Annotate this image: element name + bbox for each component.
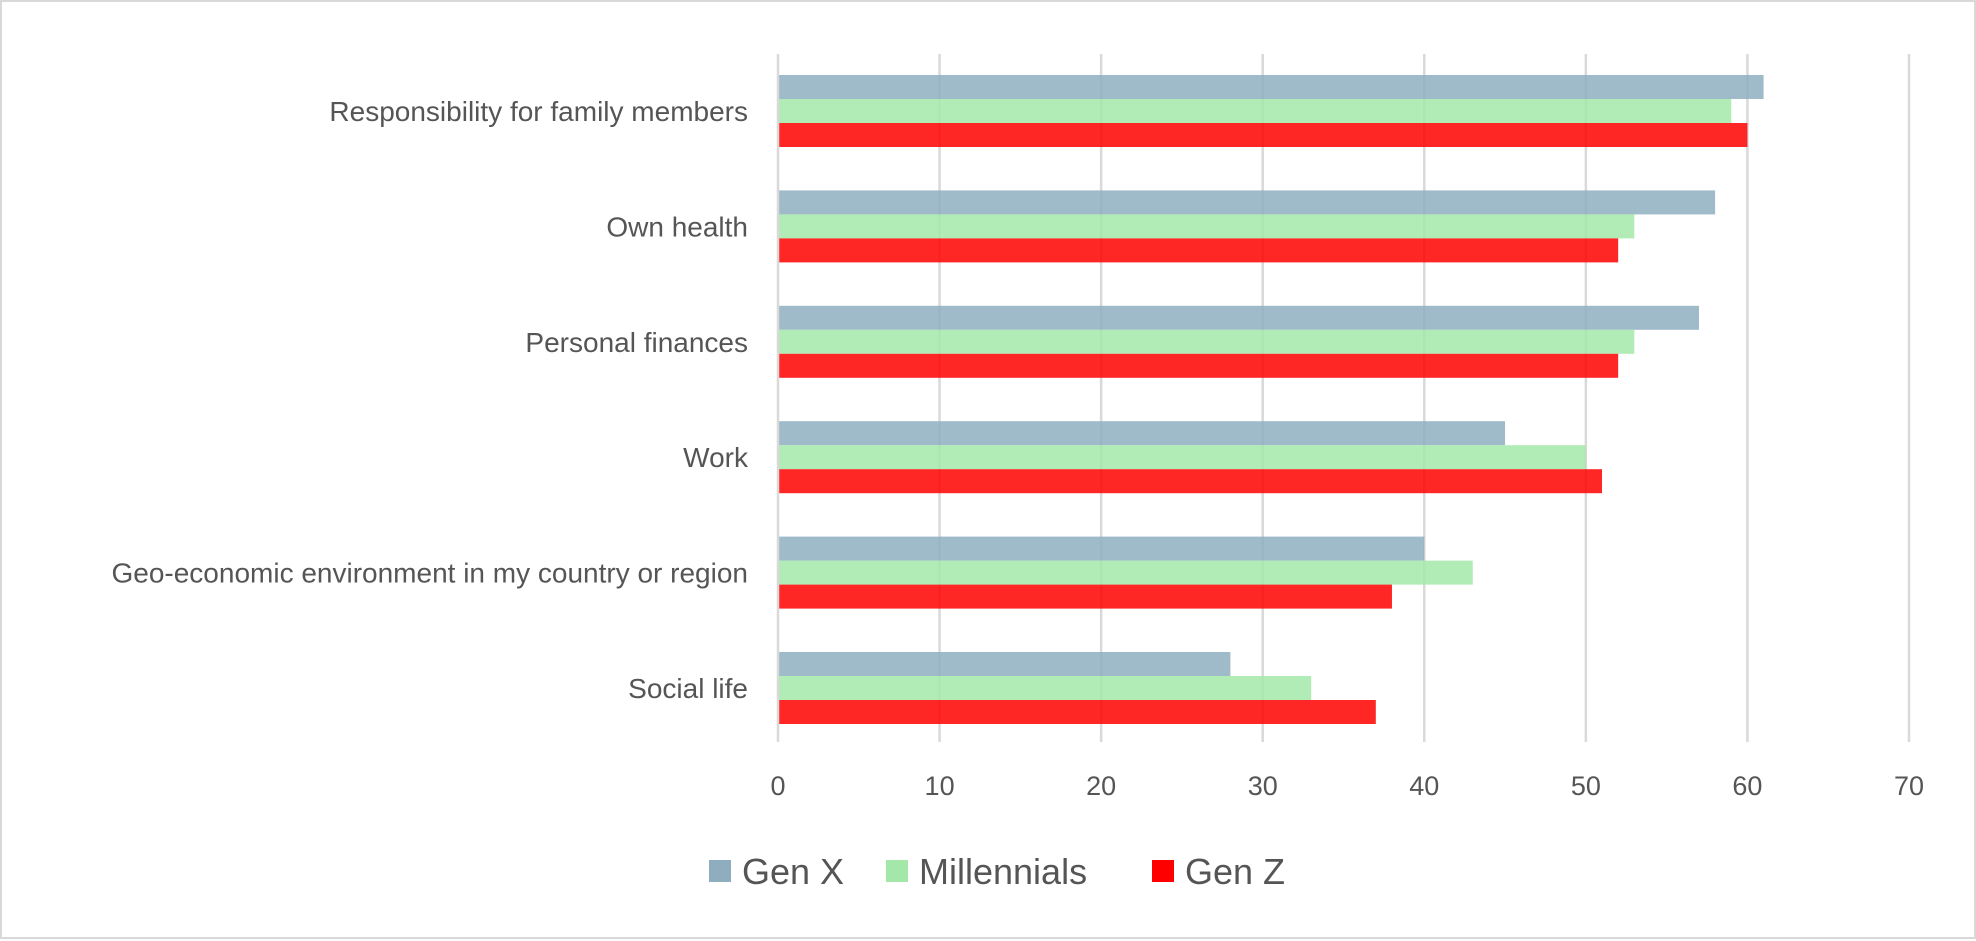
x-tick-label: 0 [770, 771, 785, 801]
bar [778, 214, 1635, 239]
x-tick-label: 40 [1409, 771, 1439, 801]
category-label: Responsibility for family members [329, 96, 748, 127]
bar [778, 652, 1231, 676]
bar [778, 123, 1748, 147]
x-tick-label: 30 [1248, 771, 1278, 801]
x-tick-label: 10 [925, 771, 955, 801]
category-label: Work [683, 442, 749, 473]
x-tick-label: 60 [1732, 771, 1762, 801]
category-labels: Responsibility for family members Own hea… [111, 96, 749, 704]
bar [778, 676, 1312, 700]
category-label: Personal finances [525, 327, 748, 358]
legend-label: Millennials [919, 851, 1087, 892]
bars [778, 75, 1764, 724]
bar [778, 99, 1732, 123]
legend-label: Gen Z [1185, 851, 1285, 892]
legend-swatch [709, 860, 731, 882]
legend-swatch [1152, 860, 1174, 882]
x-tick-labels: 0 10 20 30 40 50 60 70 [770, 771, 1924, 801]
legend: Gen X Millennials Gen Z [709, 851, 1285, 892]
bar [778, 305, 1699, 330]
gridlines [938, 54, 1911, 742]
category-label: Geo-economic environment in my country o… [111, 558, 748, 589]
category-label: Own health [606, 211, 748, 242]
x-tick-label: 70 [1894, 771, 1924, 801]
x-tick-label: 20 [1086, 771, 1116, 801]
bar [778, 329, 1635, 354]
bar [778, 584, 1392, 609]
bar [778, 700, 1376, 724]
bar [778, 469, 1603, 494]
bar [778, 75, 1764, 99]
bar [778, 560, 1473, 585]
legend-label: Gen X [742, 851, 844, 892]
bar [778, 421, 1506, 446]
bar [778, 536, 1425, 561]
legend-swatch [886, 860, 908, 882]
x-tick-label: 50 [1571, 771, 1601, 801]
bar [778, 445, 1586, 470]
bar [778, 353, 1619, 378]
bar [778, 238, 1619, 263]
bar [778, 190, 1716, 215]
category-label: Social life [628, 673, 748, 704]
